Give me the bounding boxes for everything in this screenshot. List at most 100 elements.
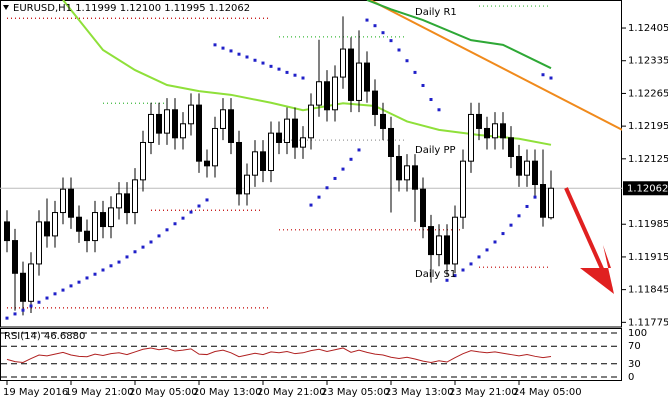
candle-body [76, 216, 82, 232]
sar-dot [509, 223, 513, 227]
chart-title: EURUSD,H1 1.11999 1.12100 1.11995 1.1206… [13, 3, 250, 14]
candle-body [260, 151, 266, 172]
sar-dot [333, 176, 337, 180]
sar-dot [125, 255, 129, 259]
candle-body [508, 137, 514, 157]
last-price-box [623, 181, 668, 196]
candle-body [404, 165, 410, 181]
sar-dot [269, 64, 273, 68]
sar-dot [253, 58, 257, 62]
candle-body [460, 160, 466, 218]
candle-body [452, 216, 458, 265]
sar-dot [29, 304, 33, 308]
pivot-label: Daily PP [415, 145, 456, 156]
sar-dot [445, 278, 449, 282]
candle-body [108, 207, 114, 228]
sar-dot [549, 76, 553, 80]
sar-dot [149, 240, 153, 244]
candle-body [532, 160, 538, 186]
candle-body [244, 174, 250, 195]
candle-body [188, 104, 194, 125]
sar-dot [517, 214, 521, 218]
candle-body [324, 81, 330, 111]
candle-body [236, 141, 242, 195]
sar-dot [37, 300, 41, 304]
sar-dot [117, 260, 121, 264]
candle-body [388, 127, 394, 157]
rsi-tick-label: 0 [628, 372, 634, 383]
sar-dot [325, 186, 329, 190]
sar-dot [485, 248, 489, 252]
candle-body [436, 235, 442, 256]
candle-body [20, 272, 26, 302]
candle-body [444, 235, 450, 265]
candle-body [500, 123, 506, 139]
sar-dot [461, 268, 465, 272]
sar-dot [437, 108, 441, 112]
candle-body [300, 137, 306, 148]
candle-body [68, 188, 74, 218]
sar-dot [397, 48, 401, 52]
candle-body [28, 263, 34, 302]
candle-body [100, 212, 106, 228]
candle-body [172, 109, 178, 139]
sar-dot [429, 98, 433, 102]
sar-dot [365, 18, 369, 22]
sar-dot [469, 262, 473, 266]
sar-dot [109, 264, 113, 268]
candle-body [124, 193, 130, 214]
candle-body [132, 179, 138, 214]
candle-body [156, 113, 162, 134]
x-tick-label: 23 May 05:00 [321, 387, 390, 398]
candle-body [292, 118, 298, 148]
candle-body [4, 221, 10, 242]
rsi-tick-label: 30 [628, 359, 641, 370]
y-tick-label: 1.11985 [628, 219, 668, 230]
sar-dot [77, 280, 81, 284]
candle-body [164, 109, 170, 134]
x-tick-label: 23 May 21:00 [449, 387, 518, 398]
candle-body [308, 104, 314, 139]
candle-body [332, 76, 338, 111]
candle-body [420, 188, 426, 228]
candle-body [548, 187, 554, 219]
sar-dot [197, 204, 201, 208]
sar-dot [533, 195, 537, 199]
x-tick-label: 24 May 05:00 [513, 387, 582, 398]
candle-body [364, 62, 370, 92]
sar-dot [357, 148, 361, 152]
sar-dot [173, 222, 177, 226]
moving-average [62, 0, 552, 146]
y-tick-label: 1.11845 [628, 285, 668, 296]
sar-dot [477, 255, 481, 259]
y-tick-label: 1.12405 [628, 23, 668, 34]
candle-body [276, 132, 282, 143]
sar-dot [61, 288, 65, 292]
candle-body [516, 155, 522, 176]
x-tick-label: 20 May 21:00 [257, 387, 326, 398]
sar-dot [341, 167, 345, 171]
x-tick-label: 20 May 13:00 [193, 387, 262, 398]
last-price-label: 1.12062 [627, 183, 668, 194]
sar-dot [133, 250, 137, 254]
candle-body [284, 118, 290, 143]
sar-dot [389, 39, 393, 43]
candle-body [348, 48, 354, 101]
y-tick-label: 1.12195 [628, 121, 668, 132]
sar-dot [165, 228, 169, 232]
sar-dot [525, 204, 529, 208]
candle-body [92, 212, 98, 242]
sar-dot [189, 210, 193, 214]
sar-dot [221, 46, 225, 50]
y-tick-label: 1.12125 [628, 154, 668, 165]
candle-body [340, 48, 346, 78]
sar-dot [245, 55, 249, 59]
overlay: 1.12405 1.12335 1.12265 1.12195 1.12125 1.119… [1, 23, 668, 398]
candle-body [204, 160, 210, 167]
candle-body [268, 132, 274, 172]
y-tick-label: 1.12335 [628, 56, 668, 67]
sar-dot [421, 83, 425, 87]
arrow-head [580, 245, 614, 294]
sar-dot [213, 43, 217, 47]
sar-dot [5, 316, 9, 320]
